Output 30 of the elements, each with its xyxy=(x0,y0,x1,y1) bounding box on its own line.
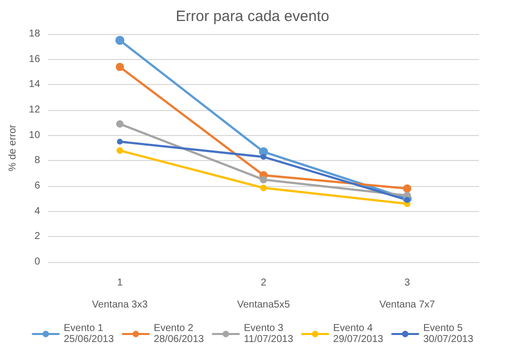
x-tick-label: 2 Ventana5x5 xyxy=(237,278,290,310)
point xyxy=(260,176,268,184)
x-tick-label: 1 Ventana 3x3 xyxy=(92,278,148,310)
x-tick-label: 3 Ventana 7x7 xyxy=(379,278,436,310)
legend-label: Evento 3 11/07/2013 xyxy=(244,323,294,345)
y-tick-label: 2 xyxy=(34,231,40,242)
point xyxy=(116,147,124,154)
point xyxy=(260,154,266,160)
legend-label: Evento 2 28/06/2013 xyxy=(154,323,204,345)
y-tick-label: 0 xyxy=(34,256,40,268)
y-tick-label: 14 xyxy=(28,79,40,90)
y-tick-label: 10 xyxy=(28,130,40,141)
y-tick-label: 8 xyxy=(34,155,40,166)
y-tick-label: 18 xyxy=(28,28,40,40)
point xyxy=(116,138,123,145)
y-tick-label: 16 xyxy=(28,54,40,65)
point xyxy=(116,62,124,72)
y-tick-label: 12 xyxy=(28,104,40,116)
point xyxy=(404,197,410,203)
point xyxy=(403,184,412,193)
legend-label: Evento 5 30/07/2013 xyxy=(423,323,474,345)
y-tick-label: 4 xyxy=(34,206,40,217)
legend-label: Evento 4 29/07/2013 xyxy=(333,323,384,345)
chart-title: Error para cada evento xyxy=(176,8,330,25)
y-axis-title: % de error xyxy=(8,124,18,172)
point xyxy=(116,120,124,128)
point xyxy=(115,36,124,45)
point xyxy=(260,184,267,192)
y-tick-label: 6 xyxy=(34,180,40,192)
legend-label: Evento 1 25/06/2013 xyxy=(64,323,114,345)
